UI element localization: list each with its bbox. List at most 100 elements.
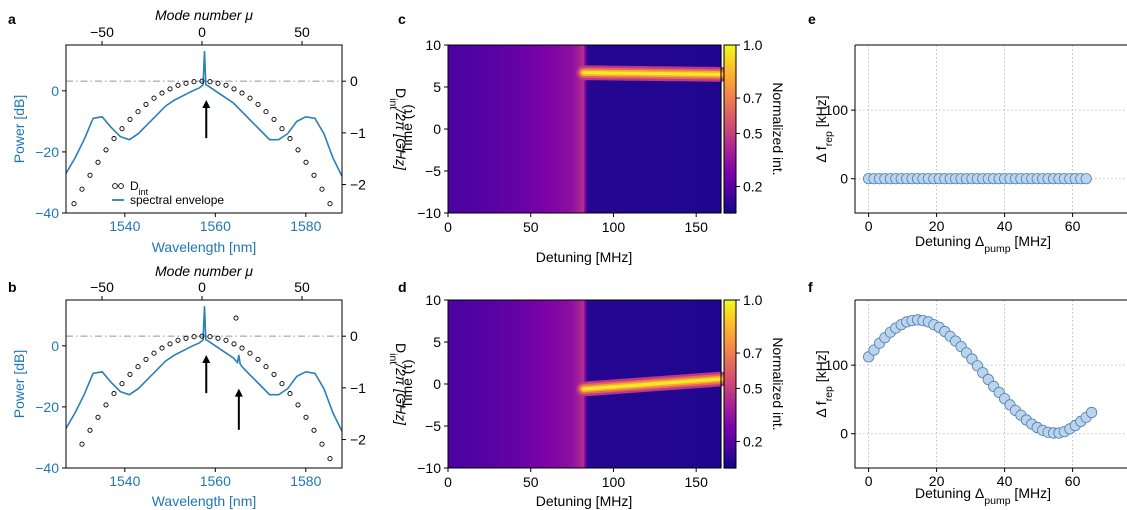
legend-dint-marker-2 (118, 183, 124, 189)
panel-c-bg-column (569, 45, 573, 213)
panel-b-dint-point (231, 341, 237, 347)
panel-c-bg-column (698, 45, 702, 213)
panel-b-dint-point (207, 334, 213, 340)
panel-c-cbar-segment (724, 142, 736, 147)
panel-c-bg-column (552, 45, 556, 213)
panel-f-ylabel: Δ frep [kHz] (813, 350, 835, 417)
panel-d-cbar-segment (724, 360, 736, 365)
panel-c-bg-column (678, 45, 682, 213)
panel-c-bg-column (448, 45, 452, 213)
panel-a-xlabel: Wavelength [nm] (152, 239, 257, 255)
legend-envelope-label: spectral envelope (130, 193, 224, 207)
panel-c-bg-column (653, 45, 658, 213)
panel-b-xtick-label: 1540 (109, 473, 140, 489)
panel-c-cbar-segment (724, 169, 736, 174)
panel-a-dint-point (287, 136, 293, 142)
panel-a-y2tick-label: 0 (350, 73, 358, 89)
panel-a-dint-point (215, 80, 221, 86)
panel-b-dint-point (95, 414, 101, 420)
panel-c-cbar-segment (724, 196, 736, 201)
panel-a-dint-point (207, 79, 213, 85)
panel-c-cbar-segment (724, 118, 736, 123)
panel-d-cbar-frame (723, 299, 737, 469)
panel-a-xtick-label: 1580 (290, 218, 321, 234)
panel-d-cbar-segment (724, 357, 736, 362)
panel-c-soliton-trace (582, 71, 723, 77)
panel-d-cbar-segment (724, 323, 736, 328)
panel-c-bg-column (472, 45, 476, 213)
panel-c-cbar-segment (724, 165, 736, 170)
panel-a-dint-point (223, 82, 229, 88)
panel-d-cbar-segment (724, 370, 736, 375)
panel-c-bg-column (673, 45, 677, 213)
panel-f-xtick-label: 20 (929, 473, 945, 489)
panel-c-bg-column (663, 45, 667, 213)
panel-c-bg-column (497, 45, 501, 213)
panel-a-dint-point (64, 218, 68, 222)
panel-c-bg-column (668, 45, 672, 213)
panel-c-bg-column (452, 45, 457, 213)
panel-d-cbar-segment (724, 347, 736, 351)
panel-d-bg-column (462, 300, 466, 468)
panel-c-cbar-segment (724, 125, 736, 130)
panel-b-y2tick-label: 0 (350, 328, 358, 344)
panel-a-dint-point (279, 126, 285, 132)
panel-d-bg-column (497, 300, 501, 468)
panel-a-dint-point (231, 86, 237, 92)
panel-c-bg-column (492, 45, 496, 213)
panel-c-cbar-segment (724, 98, 736, 103)
panel-c-bg-column (609, 45, 613, 213)
panel-c-bg-column (596, 45, 600, 213)
panel-d-bg-column (482, 300, 486, 468)
panel-b-dint-point (311, 427, 317, 433)
panel-c-cbar-segment (724, 135, 736, 140)
panel-c-cbar-segment (724, 92, 736, 96)
panel-d-ytick-label: −10 (417, 460, 441, 476)
panel-d-cbar-segment (724, 316, 736, 321)
panel-c-bg-column (579, 45, 583, 213)
panel-c-cbar-segment (724, 85, 736, 90)
panel-b-dint-point (215, 335, 221, 341)
panel-c-cbar-segment (724, 179, 736, 184)
panel-c-bg-column (708, 45, 712, 213)
panel-c-ytick-label: 5 (433, 79, 441, 95)
panel-c-cbar-segment (724, 68, 736, 73)
panel-d-bg-column (549, 300, 553, 468)
panel-d-cbar-segment (724, 434, 736, 439)
panel-b-dint-point (271, 371, 277, 377)
panel-b-xtick-label: 1580 (290, 473, 321, 489)
panel-c-bg-column (641, 45, 645, 213)
panel-c-cbar-tick-label: 0.2 (743, 178, 763, 194)
panel-c-bg-column (519, 45, 524, 213)
panel-d-cbar-segment (724, 464, 736, 469)
panel-c-bg-column (611, 45, 615, 213)
panel-b-dint-point (295, 402, 301, 408)
panel-d-cbar-tick-label: 0.7 (743, 345, 763, 361)
panel-a-dint-point (263, 109, 269, 115)
panel-d-xtick-label: 150 (685, 474, 709, 490)
panel-d-bg-column (480, 300, 484, 468)
panel-d-bg-column (492, 300, 496, 468)
panel-d-cbar-segment (724, 373, 736, 378)
panel-c-cbar-segment (724, 58, 736, 63)
panel-d-bg-column (517, 300, 521, 468)
panel-d-bg-column (515, 300, 519, 468)
panel-letter-d: d (398, 279, 407, 295)
panel-c-bg-column (589, 45, 593, 213)
panel-d-bg-column (452, 300, 457, 468)
panel-c-ytick-label: 0 (433, 121, 441, 137)
panel-c-bg-column (691, 45, 695, 213)
panel-d-bg-column (457, 300, 462, 468)
panel-e-xtick-label: 40 (997, 218, 1013, 234)
panel-b-dint-point (183, 335, 189, 341)
panel-d-cbar-segment (724, 320, 736, 325)
panel-d-cbar-segment (724, 350, 736, 355)
panel-c-bg-column (616, 45, 620, 213)
panel-d-ylabel: Time (τ) (399, 359, 415, 408)
panel-b-x2tick-label: −50 (90, 279, 114, 295)
panel-c-bg-column (683, 45, 687, 213)
panel-c-bg-column (572, 45, 576, 213)
panel-a-legend: Dint spectral envelope (112, 179, 224, 207)
panel-c-bg-column (621, 45, 625, 213)
panel-c-bg-column (524, 45, 529, 213)
